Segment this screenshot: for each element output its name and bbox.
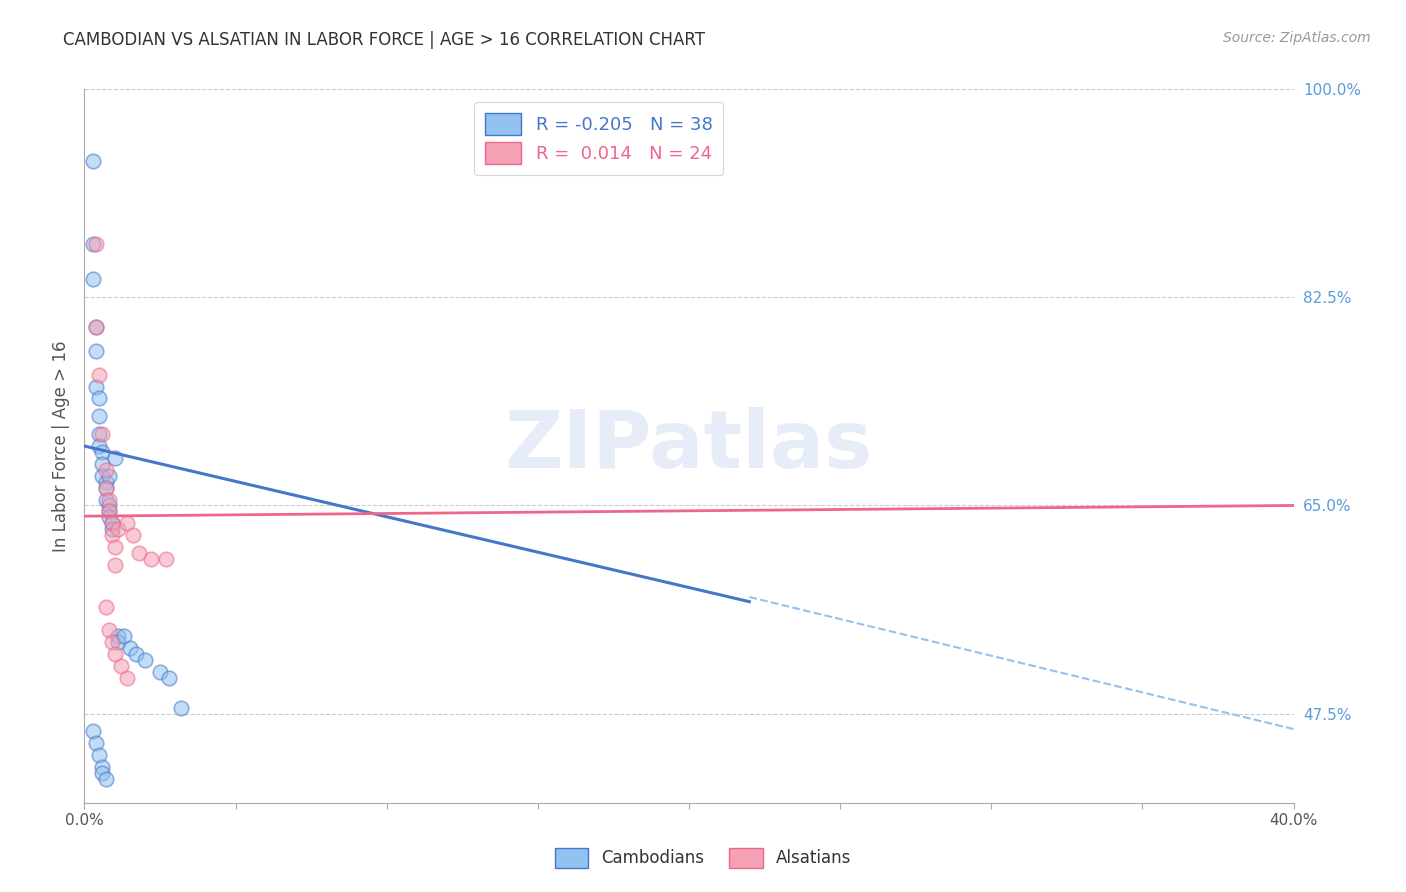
- Point: [94, 463, 117, 477]
- Point: [97, 504, 120, 518]
- Point: [89, 439, 111, 453]
- Legend: R = -0.205   N = 38, R =  0.014   N = 24: R = -0.205 N = 38, R = 0.014 N = 24: [474, 102, 723, 175]
- Legend: Cambodians, Alsatians: Cambodians, Alsatians: [548, 841, 858, 875]
- Point: [82, 272, 104, 286]
- Point: [91, 457, 114, 471]
- Point: [97, 510, 120, 524]
- Point: [100, 528, 122, 542]
- Point: [91, 468, 114, 483]
- Point: [112, 629, 135, 643]
- Point: [82, 153, 104, 168]
- Point: [94, 599, 117, 614]
- Point: [115, 516, 138, 531]
- Point: [139, 552, 162, 566]
- Point: [107, 635, 129, 649]
- Point: [94, 481, 117, 495]
- Point: [104, 540, 127, 554]
- Point: [104, 647, 127, 661]
- Point: [110, 659, 132, 673]
- Point: [86, 343, 108, 358]
- Point: [91, 427, 114, 442]
- Point: [104, 450, 127, 465]
- Point: [82, 236, 104, 251]
- Point: [149, 665, 172, 679]
- Point: [97, 499, 120, 513]
- Point: [94, 475, 117, 489]
- Point: [97, 468, 120, 483]
- Point: [100, 516, 122, 531]
- Point: [91, 760, 114, 774]
- Point: [94, 772, 117, 786]
- Text: CAMBODIAN VS ALSATIAN IN LABOR FORCE | AGE > 16 CORRELATION CHART: CAMBODIAN VS ALSATIAN IN LABOR FORCE | A…: [63, 31, 706, 49]
- Point: [107, 522, 129, 536]
- Point: [128, 546, 150, 560]
- Point: [86, 736, 108, 750]
- Point: [89, 409, 111, 424]
- Point: [100, 522, 122, 536]
- Point: [97, 492, 120, 507]
- Text: Source: ZipAtlas.com: Source: ZipAtlas.com: [1223, 31, 1371, 45]
- Point: [86, 379, 108, 393]
- Point: [94, 492, 117, 507]
- Point: [121, 528, 143, 542]
- Point: [125, 647, 148, 661]
- Point: [155, 552, 177, 566]
- Point: [89, 368, 111, 382]
- Point: [94, 481, 117, 495]
- Point: [134, 653, 156, 667]
- Point: [89, 748, 111, 763]
- Point: [118, 641, 141, 656]
- Text: ZIPatlas: ZIPatlas: [505, 407, 873, 485]
- Point: [104, 558, 127, 572]
- Point: [107, 629, 129, 643]
- Point: [86, 320, 108, 334]
- Point: [170, 700, 193, 714]
- Point: [115, 671, 138, 685]
- Point: [157, 671, 180, 685]
- Point: [86, 320, 108, 334]
- Point: [91, 766, 114, 780]
- Point: [89, 427, 111, 442]
- Point: [89, 392, 111, 406]
- Point: [97, 504, 120, 518]
- Point: [91, 445, 114, 459]
- Point: [100, 516, 122, 531]
- Y-axis label: In Labor Force | Age > 16: In Labor Force | Age > 16: [52, 340, 70, 552]
- Point: [82, 724, 104, 739]
- Point: [100, 635, 122, 649]
- Point: [86, 236, 108, 251]
- Point: [97, 624, 120, 638]
